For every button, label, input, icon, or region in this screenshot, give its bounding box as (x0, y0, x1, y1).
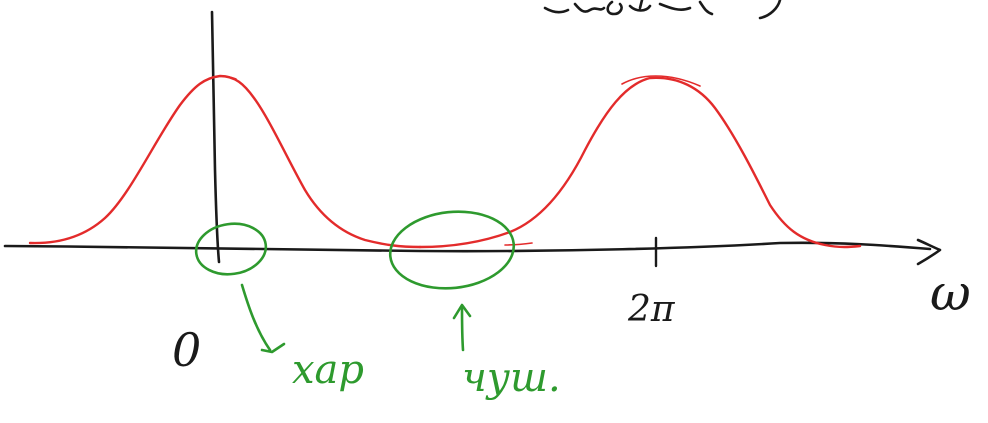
high-frequency-circle (388, 210, 516, 290)
low-frequency-arrow (240, 283, 286, 354)
spectrum-curve-bump-zero (28, 74, 422, 249)
vertical-axis (210, 10, 221, 264)
low-frequency-circle (194, 222, 268, 276)
omega-axis-label: ω (930, 264, 971, 322)
spectrum-curve-bump-two-pi (418, 76, 862, 249)
two-pi-label: 2π (628, 289, 675, 330)
high-frequency-arrow (452, 303, 472, 352)
top-title-fragment (543, 0, 782, 20)
high-frequency-label: чуш. (462, 355, 561, 401)
low-frequency-label: хар (292, 347, 365, 393)
axis-arrowhead (916, 238, 942, 266)
origin-label: 0 (172, 323, 202, 377)
horizontal-axis (3, 241, 932, 253)
